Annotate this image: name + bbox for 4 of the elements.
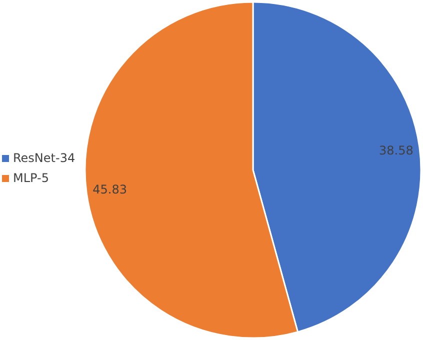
data-label: 38.58 xyxy=(378,144,414,158)
data-label: 45.83 xyxy=(92,182,128,196)
legend-label: ResNet-34 xyxy=(13,150,76,167)
legend-label: MLP-5 xyxy=(13,170,49,187)
